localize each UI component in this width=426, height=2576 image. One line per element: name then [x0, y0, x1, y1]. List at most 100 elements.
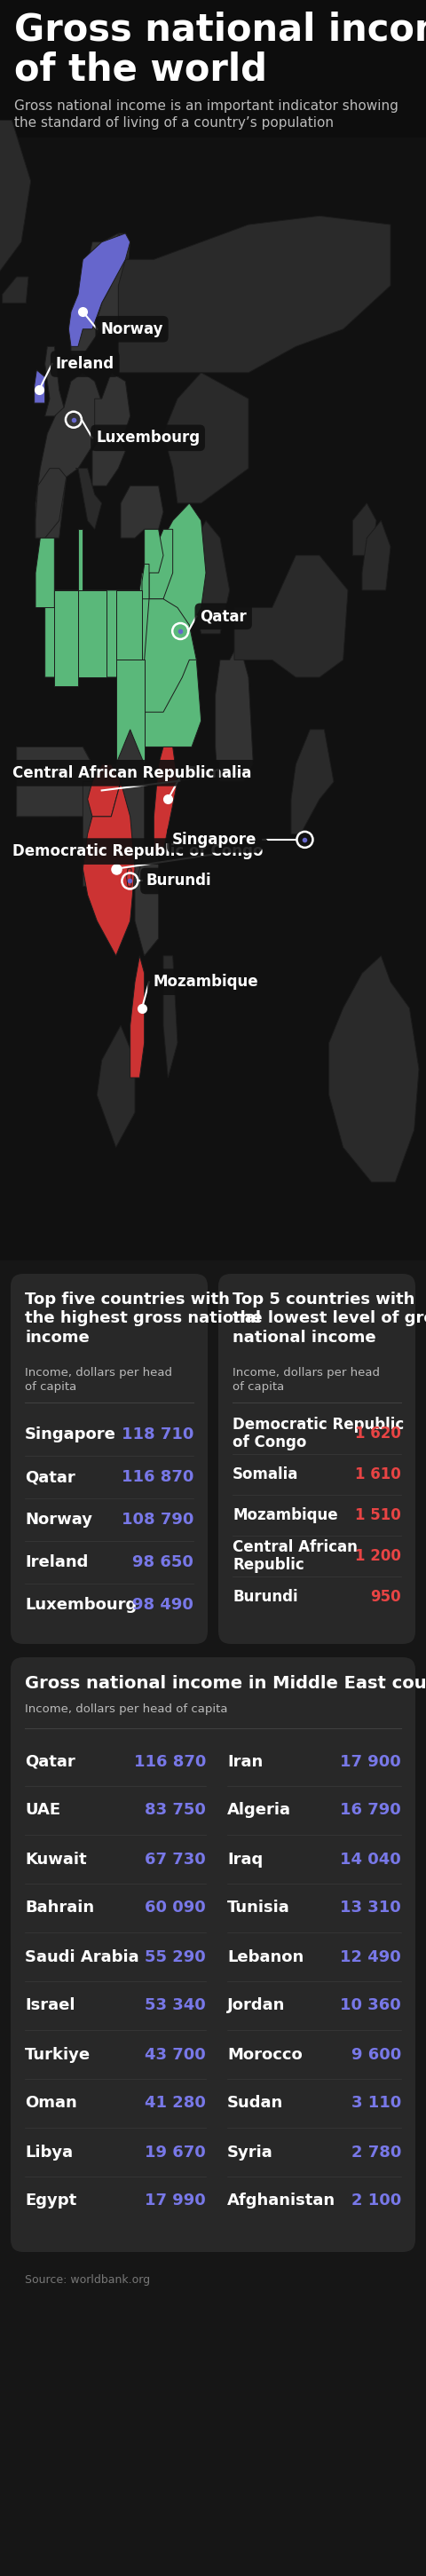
Text: Lebanon: Lebanon [227, 1950, 304, 1965]
Text: Algeria: Algeria [227, 1803, 291, 1819]
Polygon shape [97, 1025, 135, 1146]
Text: 2 100: 2 100 [351, 2192, 401, 2210]
Text: Oman: Oman [25, 2094, 77, 2112]
Polygon shape [291, 729, 334, 835]
Polygon shape [35, 374, 106, 538]
Polygon shape [154, 747, 178, 850]
FancyBboxPatch shape [218, 1273, 415, 1643]
Polygon shape [163, 374, 248, 502]
Text: 950: 950 [371, 1589, 401, 1605]
FancyBboxPatch shape [11, 1656, 415, 2251]
Polygon shape [95, 374, 130, 451]
Text: Democratic Republic of Congo: Democratic Republic of Congo [12, 842, 263, 860]
Text: 60 090: 60 090 [145, 1901, 206, 1917]
Text: Israel: Israel [25, 1996, 75, 2014]
Text: Income, dollars per head
of capita: Income, dollars per head of capita [233, 1368, 380, 1394]
Text: 55 290: 55 290 [145, 1950, 206, 1965]
Text: Income, dollars per head of capita: Income, dollars per head of capita [25, 1703, 227, 1716]
Polygon shape [55, 590, 78, 685]
Polygon shape [116, 659, 144, 765]
Text: Singapore: Singapore [172, 832, 257, 848]
Polygon shape [144, 600, 196, 711]
Polygon shape [95, 234, 130, 330]
Polygon shape [3, 276, 29, 304]
Text: Top 5 countries with
the lowest level of gross
national income: Top 5 countries with the lowest level of… [233, 1291, 426, 1345]
Text: 116 870: 116 870 [121, 1468, 193, 1484]
Text: 1 200: 1 200 [355, 1548, 401, 1564]
Text: Qatar: Qatar [200, 608, 247, 623]
Text: Turkiye: Turkiye [25, 2045, 91, 2063]
Text: Luxembourg: Luxembourg [96, 430, 200, 446]
Polygon shape [69, 234, 130, 348]
Text: Sudan: Sudan [227, 2094, 283, 2112]
Text: Luxembourg: Luxembourg [25, 1597, 137, 1613]
Text: Norway: Norway [101, 322, 163, 337]
Text: Libya: Libya [25, 2143, 73, 2161]
Text: Income, dollars per head
of capita: Income, dollars per head of capita [25, 1368, 172, 1394]
Polygon shape [88, 765, 121, 817]
Text: 12 490: 12 490 [340, 1950, 401, 1965]
Text: Qatar: Qatar [25, 1754, 75, 1770]
Text: 10 360: 10 360 [340, 1996, 401, 2014]
Polygon shape [118, 216, 391, 374]
Text: Afghanistan: Afghanistan [227, 2192, 336, 2210]
Text: Egypt: Egypt [25, 2192, 77, 2210]
Text: 3 110: 3 110 [351, 2094, 401, 2112]
Polygon shape [127, 868, 131, 886]
Polygon shape [142, 564, 149, 600]
Text: 53 340: 53 340 [145, 1996, 206, 2014]
Polygon shape [17, 747, 116, 817]
Polygon shape [78, 528, 83, 590]
Polygon shape [35, 538, 55, 608]
Text: 98 490: 98 490 [132, 1597, 193, 1613]
Text: Qatar: Qatar [25, 1468, 75, 1484]
Text: Somalia: Somalia [233, 1466, 299, 1481]
Text: 1 620: 1 620 [355, 1425, 401, 1443]
Text: Top five countries with
the highest gross national
income: Top five countries with the highest gros… [25, 1291, 261, 1345]
Text: 98 650: 98 650 [132, 1553, 193, 1571]
Polygon shape [362, 520, 391, 590]
Text: Gross national income of the countries
of the world: Gross national income of the countries o… [14, 10, 426, 88]
Polygon shape [45, 348, 64, 417]
Text: 14 040: 14 040 [340, 1852, 401, 1868]
Polygon shape [353, 502, 376, 556]
Bar [0, 0, 426, 137]
Polygon shape [92, 433, 125, 487]
FancyBboxPatch shape [11, 1273, 208, 1643]
Text: Kuwait: Kuwait [25, 1852, 86, 1868]
Polygon shape [71, 234, 130, 355]
Polygon shape [45, 590, 144, 677]
Text: Somalia: Somalia [186, 765, 252, 781]
Text: Gross national income is an important indicator showing
the standard of living o: Gross national income is an important in… [14, 100, 398, 129]
Text: 43 700: 43 700 [145, 2045, 206, 2063]
Polygon shape [17, 747, 92, 817]
Polygon shape [76, 469, 102, 528]
Polygon shape [78, 590, 106, 677]
Text: Jordan: Jordan [227, 1996, 285, 2014]
Text: Source: worldbank.org: Source: worldbank.org [25, 2275, 150, 2285]
Polygon shape [116, 590, 142, 659]
Text: Saudi Arabia: Saudi Arabia [25, 1950, 139, 1965]
Polygon shape [135, 850, 158, 956]
Polygon shape [140, 572, 201, 747]
Text: 17 990: 17 990 [145, 2192, 206, 2210]
Polygon shape [0, 121, 31, 304]
Polygon shape [163, 502, 206, 634]
Text: 118 710: 118 710 [121, 1427, 193, 1443]
Text: Central African
Republic: Central African Republic [233, 1538, 357, 1574]
Polygon shape [144, 528, 163, 572]
Text: 17 900: 17 900 [340, 1754, 401, 1770]
Text: 67 730: 67 730 [145, 1852, 206, 1868]
Text: Iran: Iran [227, 1754, 263, 1770]
Polygon shape [163, 956, 178, 1077]
Polygon shape [35, 469, 66, 538]
Text: Ireland: Ireland [25, 1553, 88, 1571]
Polygon shape [216, 641, 253, 781]
Text: Tunisia: Tunisia [227, 1901, 290, 1917]
Text: Singapore: Singapore [25, 1427, 116, 1443]
Text: Central African Republic: Central African Republic [12, 765, 214, 781]
Text: 1 610: 1 610 [355, 1466, 401, 1481]
Text: 1 510: 1 510 [355, 1507, 401, 1522]
Polygon shape [149, 528, 173, 600]
Text: Ireland: Ireland [56, 355, 114, 371]
